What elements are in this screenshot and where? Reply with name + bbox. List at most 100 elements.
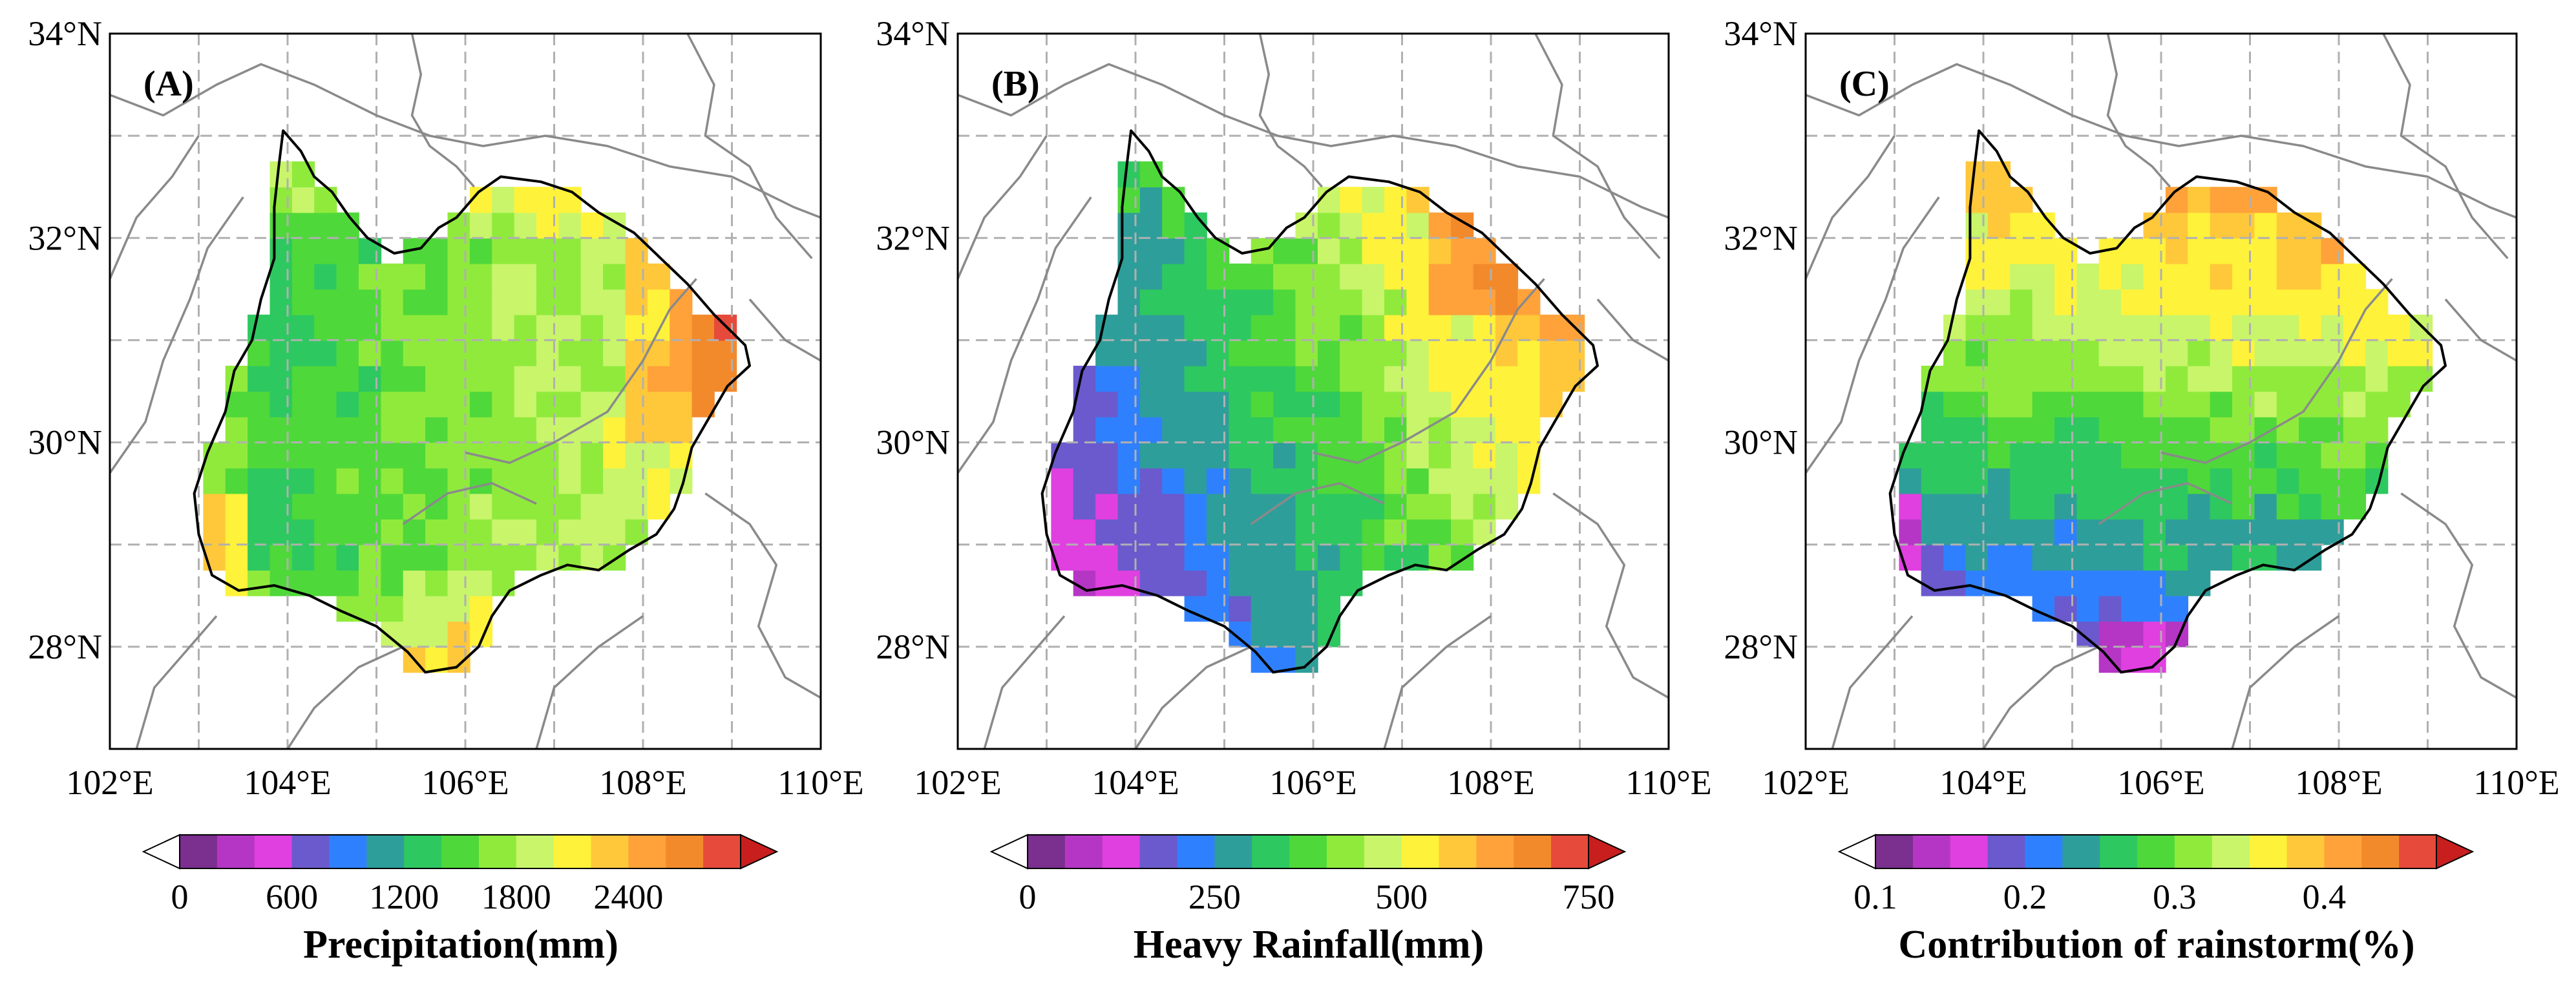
- colorbar-swatch: [478, 835, 517, 868]
- grid-cell: [336, 468, 359, 494]
- grid-cell: [1295, 340, 1318, 366]
- grid-cell: [647, 442, 671, 468]
- grid-cell: [2054, 468, 2078, 494]
- grid-cell: [1207, 289, 1230, 315]
- grid-cell: [580, 493, 604, 520]
- grid-cell: [1517, 340, 1541, 366]
- province-boundary: [1982, 646, 2100, 750]
- grid-cell: [603, 238, 626, 264]
- grid-cell: [1273, 289, 1296, 315]
- grid-cell: [1495, 314, 1519, 341]
- grid-cell: [514, 468, 537, 494]
- grid-cell: [447, 391, 470, 417]
- grid-cell: [2076, 468, 2100, 494]
- grid-cell: [2321, 289, 2344, 315]
- grid-cell: [2299, 544, 2322, 571]
- grid-cell: [2299, 417, 2322, 443]
- grid-cell: [2321, 391, 2344, 417]
- grid-cell: [536, 417, 560, 443]
- grid-cell: [2054, 238, 2078, 264]
- grid-cell: [314, 314, 337, 341]
- grid-cell: [269, 519, 293, 545]
- grid-cell: [1295, 238, 1318, 264]
- grid-cell: [1965, 570, 1989, 596]
- grid-cell: [558, 238, 582, 264]
- map-frame: [1804, 32, 2518, 750]
- grid-cell: [2010, 340, 2033, 366]
- grid-cell: [1384, 238, 1408, 264]
- grid-cell: [1384, 519, 1408, 545]
- grid-cell: [2098, 391, 2122, 417]
- grid-cell: [248, 366, 271, 392]
- grid-cell: [1451, 366, 1474, 392]
- grid-cell: [2054, 519, 2078, 545]
- colorbar-swatch: [1177, 835, 1215, 868]
- grid-cell: [2054, 263, 2078, 290]
- grid-cell: [1139, 238, 1163, 264]
- grid-cell: [2010, 493, 2033, 520]
- grid-cell: [1273, 544, 1296, 571]
- lat-tick-label: 34°N: [1724, 14, 1798, 53]
- grid-cell: [558, 314, 582, 341]
- colorbar-swatch: [329, 835, 367, 868]
- grid-cell: [625, 442, 648, 468]
- grid-cell: [1295, 289, 1318, 315]
- colorbar-contribution: 0.1 0.2 0.3 0.4 Contribution of rainstorm(%…: [1837, 834, 2475, 967]
- grid-cell: [2343, 263, 2367, 290]
- lat-tick-label: 28°N: [28, 627, 102, 666]
- grid-cell: [1384, 544, 1408, 571]
- grid-cell: [625, 340, 648, 366]
- grid-cell: [2343, 289, 2367, 315]
- grid-cell: [1184, 340, 1207, 366]
- grid-cell: [1517, 289, 1541, 315]
- grid-cell: [1273, 263, 1296, 290]
- province-boundary: [1552, 492, 1669, 699]
- grid-cell: [2032, 238, 2055, 264]
- colorbar-extend-max: [740, 834, 779, 870]
- grid-cell: [1317, 314, 1341, 341]
- grid-cell: [1965, 417, 1989, 443]
- grid-cell: [2254, 314, 2277, 341]
- grid-cell: [269, 391, 293, 417]
- colorbar-ticks: 0 250 500 750: [1019, 878, 1615, 916]
- grid-cell: [2276, 238, 2299, 264]
- grid-cell: [514, 544, 537, 571]
- grid-cell: [314, 519, 337, 545]
- grid-cell: [1921, 366, 1944, 392]
- grid-cell: [2276, 391, 2299, 417]
- grid-cell: [1251, 544, 1274, 571]
- grid-cell: [1943, 468, 1967, 494]
- grid-cell: [2232, 468, 2255, 494]
- grid-cell: [359, 468, 382, 494]
- grid-cell: [492, 314, 515, 341]
- grid-cell: [580, 366, 604, 392]
- grid-cell: [1495, 263, 1519, 290]
- grid-cell: [248, 442, 271, 468]
- grid-cell: [1362, 366, 1385, 392]
- grid-cell: [2121, 289, 2144, 315]
- grid-cell: [1428, 442, 1452, 468]
- grid-cell: [1139, 161, 1163, 187]
- grid-cell: [492, 366, 515, 392]
- grid-cell: [1251, 570, 1274, 596]
- grid-cell: [269, 314, 293, 341]
- colorbar-swatch: [628, 835, 666, 868]
- grid-cell: [359, 570, 382, 596]
- grid-cell: [314, 391, 337, 417]
- grid-cell: [1406, 468, 1430, 494]
- grid-cell: [248, 493, 271, 520]
- grid-cell: [2254, 366, 2277, 392]
- grid-cell: [1406, 212, 1430, 239]
- grid-cell: [1539, 314, 1563, 341]
- grid-cell: [359, 544, 382, 571]
- grid-cell: [381, 544, 404, 571]
- grid-cell: [2165, 340, 2189, 366]
- grid-cell: [2188, 493, 2211, 520]
- grid-cell: [2188, 314, 2211, 341]
- grid-cell: [2232, 340, 2255, 366]
- province-boundary: [109, 135, 200, 280]
- grid-cell: [425, 314, 449, 341]
- grid-cell: [2232, 417, 2255, 443]
- grid-cell: [2232, 519, 2255, 545]
- colorbar-swatch: [1551, 835, 1589, 868]
